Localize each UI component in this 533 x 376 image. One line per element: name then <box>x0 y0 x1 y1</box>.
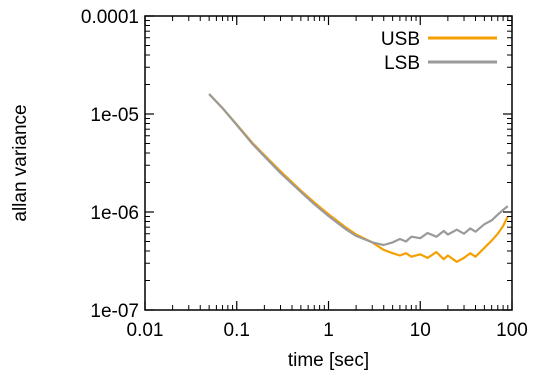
series-line-lsb <box>208 93 509 247</box>
y-axis-label: allan variance <box>10 104 31 221</box>
x-axis-label: time [sec] <box>288 350 369 371</box>
legend-label-usb: USB <box>381 29 420 50</box>
y-tick-label: 1e-05 <box>90 105 139 126</box>
y-axis: 1e-07 1e-06 1e-05 0.0001 <box>81 7 512 322</box>
plot-area <box>208 93 509 263</box>
legend: USB LSB <box>381 29 497 74</box>
x-axis: 0.01 0.1 1 10 100 <box>127 16 528 341</box>
series-line-usb <box>208 93 509 263</box>
x-tick-label: 1 <box>323 320 334 341</box>
x-tick-label: 10 <box>410 320 431 341</box>
x-tick-label: 0.01 <box>127 320 164 341</box>
plot-frame <box>144 15 513 311</box>
legend-label-lsb: LSB <box>384 53 420 74</box>
y-tick-label: 1e-07 <box>90 301 139 322</box>
y-tick-label: 0.0001 <box>81 7 139 28</box>
x-tick-label: 100 <box>496 320 528 341</box>
y-tick-label: 1e-06 <box>90 203 139 224</box>
x-tick-label: 0.1 <box>224 320 250 341</box>
